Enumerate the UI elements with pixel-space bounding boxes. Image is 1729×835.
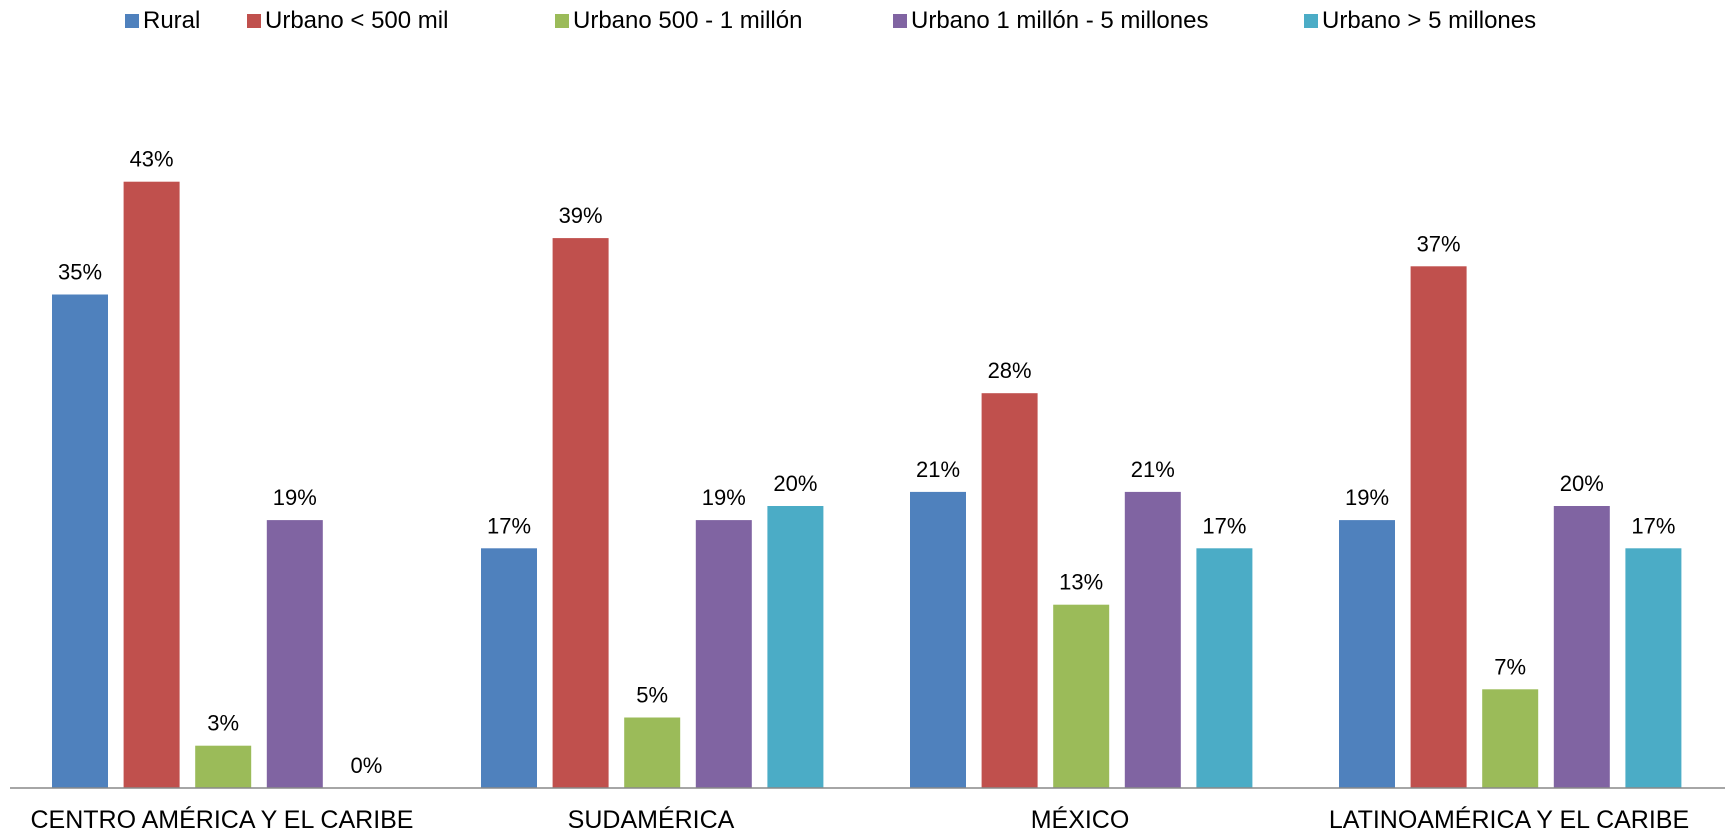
chart-legend: Rural Urbano < 500 mil Urbano 500 - 1 mi… <box>0 6 1729 36</box>
value-label-s4-c1: 20% <box>773 471 817 496</box>
legend-item-urbano-1-5-millones: Urbano 1 millón - 5 millones <box>893 6 1208 36</box>
value-label-s3-c3: 20% <box>1560 471 1604 496</box>
value-label-s0-c2: 21% <box>916 457 960 482</box>
legend-label-rural: Rural <box>143 7 201 34</box>
bar-s0-c3 <box>1339 520 1395 788</box>
legend-item-urbano-500-1-millon: Urbano 500 - 1 millón <box>555 6 802 36</box>
value-label-s2-c1: 5% <box>636 683 668 708</box>
value-label-s0-c1: 17% <box>487 513 531 538</box>
value-label-s1-c1: 39% <box>559 203 603 228</box>
bar-s3-c3 <box>1553 506 1610 788</box>
legend-label-urbano-1-5-millones: Urbano 1 millón - 5 millones <box>911 7 1209 34</box>
bar-s2-c3 <box>1482 689 1539 788</box>
bar-s1-c1 <box>552 238 609 789</box>
category-labels-group: CENTRO AMÉRICA Y EL CARIBE SUDAMÉRICA MÉXI… <box>31 805 1690 834</box>
category-label-3: LATINOAMÉRICA Y EL CARIBE <box>1329 805 1689 834</box>
value-label-s0-c0: 35% <box>58 260 102 285</box>
bar-s4-c3 <box>1625 548 1682 788</box>
bar-s4-c1 <box>767 506 824 788</box>
legend-swatch-urbano-1-5-millones <box>893 14 907 28</box>
value-label-s3-c1: 19% <box>702 485 746 510</box>
bar-s0-c0 <box>52 294 108 788</box>
bar-s2-c2 <box>1053 604 1110 788</box>
value-label-s0-c3: 19% <box>1345 485 1389 510</box>
legend-label-urbano-mas-5-millones: Urbano > 5 millones <box>1322 7 1537 34</box>
legend-item-urbano-mas-5-millones: Urbano > 5 millones <box>1304 6 1536 36</box>
value-label-s1-c3: 37% <box>1417 231 1461 256</box>
value-label-s2-c0: 3% <box>207 711 239 736</box>
bar-s0-c2 <box>910 491 966 788</box>
bars-group <box>52 181 1682 789</box>
legend-swatch-urbano-menos-500-mil <box>247 14 261 28</box>
legend-item-urbano-menos-500-mil: Urbano < 500 mil <box>247 6 448 36</box>
bar-s1-c2 <box>981 393 1038 788</box>
legend-item-rural: Rural <box>125 6 200 36</box>
bar-s3-c2 <box>1124 491 1181 788</box>
bar-s2-c1 <box>624 717 681 788</box>
bar-s0-c1 <box>481 548 537 788</box>
bar-s1-c3 <box>1410 266 1467 788</box>
bar-s1-c0 <box>123 181 180 788</box>
legend-swatch-urbano-mas-5-millones <box>1304 14 1318 28</box>
bar-s4-c2 <box>1196 548 1253 788</box>
legend-label-urbano-500-1-millon: Urbano 500 - 1 millón <box>573 7 803 34</box>
category-label-2: MÉXICO <box>1031 805 1130 834</box>
value-label-s2-c3: 7% <box>1494 654 1526 679</box>
value-label-s4-c3: 17% <box>1631 513 1675 538</box>
bar-s2-c0 <box>195 745 252 788</box>
value-label-s1-c0: 43% <box>130 147 174 172</box>
legend-swatch-rural <box>125 14 139 28</box>
value-labels-group: 35% 17% 21% 19% 43% 39% 28% 37% 3% 5% 13% 7% 19% 19% 2… <box>58 147 1675 778</box>
bar-s3-c0 <box>266 520 323 788</box>
value-label-s3-c2: 21% <box>1131 457 1175 482</box>
legend-label-urbano-menos-500-mil: Urbano < 500 mil <box>265 7 449 34</box>
value-label-s1-c2: 28% <box>988 358 1032 383</box>
legend-swatch-urbano-500-1-millon <box>555 14 569 28</box>
value-label-s3-c0: 19% <box>273 485 317 510</box>
value-label-s2-c2: 13% <box>1059 570 1103 595</box>
category-label-1: SUDAMÉRICA <box>568 805 735 834</box>
bar-s3-c1 <box>695 520 752 788</box>
value-label-s4-c0: 0% <box>351 753 383 778</box>
value-label-s4-c2: 17% <box>1202 513 1246 538</box>
category-label-0: CENTRO AMÉRICA Y EL CARIBE <box>31 805 414 834</box>
